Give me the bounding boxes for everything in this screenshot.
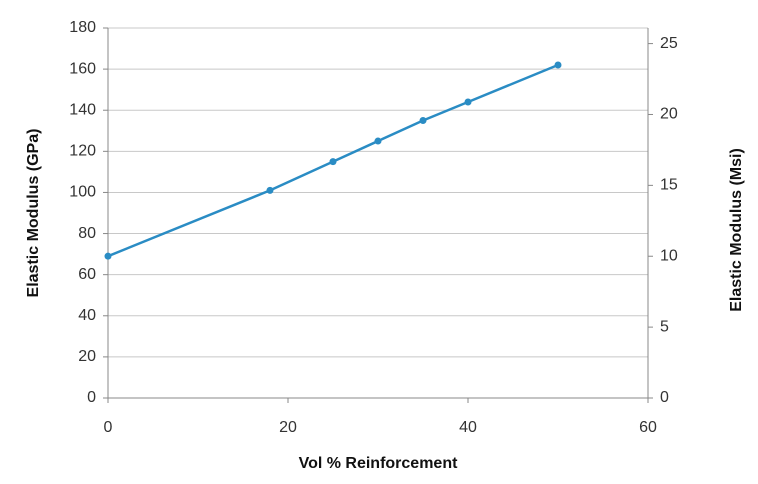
x-axis-label: Vol % Reinforcement (299, 455, 459, 472)
y-tick-label: 60 (78, 266, 96, 283)
x-tick-label: 40 (459, 419, 477, 436)
data-point (419, 117, 427, 124)
x-tick-label: 0 (104, 419, 113, 436)
y2-tick-label: 25 (660, 35, 678, 52)
y-tick-label: 160 (69, 60, 96, 77)
y-tick-label: 180 (69, 19, 96, 36)
y2-tick-label: 15 (660, 177, 678, 194)
y-tick-label: 120 (69, 143, 96, 160)
data-point (266, 186, 274, 194)
y2-tick-label: 5 (660, 318, 669, 335)
data-point (374, 137, 382, 145)
data-point (104, 252, 112, 260)
x-tick-label: 20 (279, 419, 297, 436)
y2-tick-label: 20 (660, 106, 678, 123)
data-point (554, 61, 562, 69)
data-point (329, 158, 337, 166)
y-axis-label: Elastic Modulus (GPa) (25, 129, 42, 298)
y-tick-label: 80 (78, 225, 96, 242)
y-tick-label: 140 (69, 101, 96, 118)
y2-axis-label: Elastic Modulus (Msi) (728, 148, 745, 312)
x-tick-label: 60 (639, 419, 657, 436)
y-tick-label: 0 (87, 389, 96, 406)
y-tick-label: 20 (78, 348, 96, 365)
data-point (464, 98, 472, 106)
y2-tick-label: 0 (660, 389, 669, 406)
y2-tick-label: 10 (660, 247, 678, 264)
y-tick-label: 40 (78, 307, 96, 324)
y-tick-label: 100 (69, 184, 96, 201)
